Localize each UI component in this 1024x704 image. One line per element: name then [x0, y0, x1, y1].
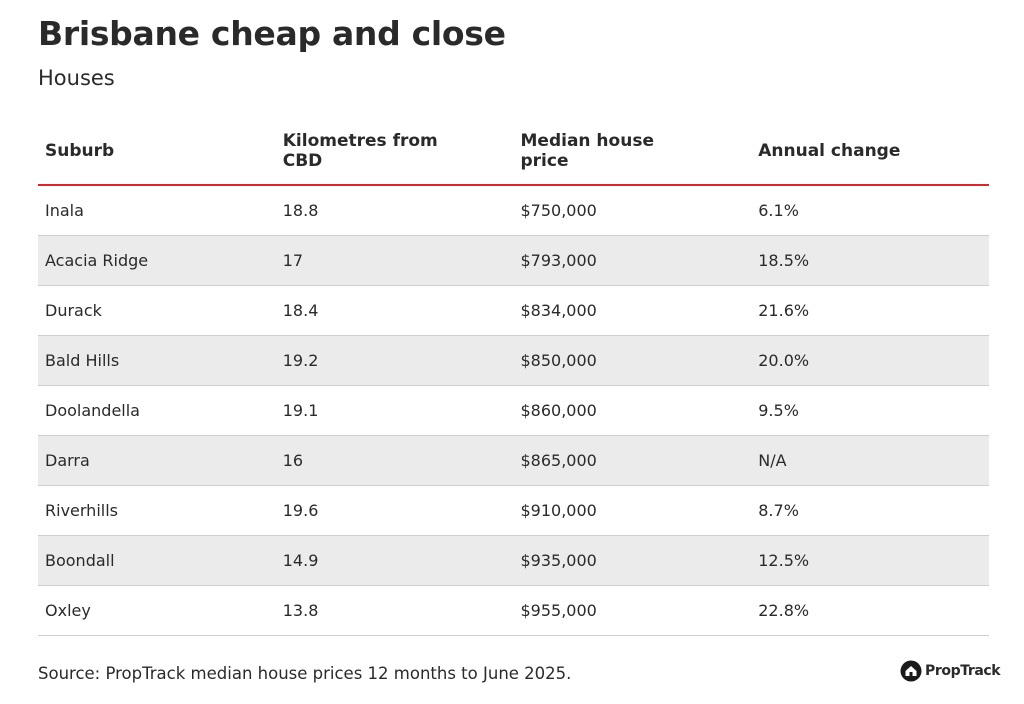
table-cell: $860,000 — [513, 385, 752, 436]
header-row: Suburb Kilometres from CBD Median house pr… — [38, 118, 989, 186]
table-cell: 21.6% — [751, 285, 989, 336]
table-row: Inala 18.8 $750,000 6.1% — [38, 185, 989, 236]
table-cell: Riverhills — [38, 485, 276, 536]
table-cell: 6.1% — [751, 185, 989, 236]
table-cell: 22.8% — [751, 585, 989, 636]
table-row: Darra 16 $865,000 N/A — [38, 435, 989, 486]
table-cell: 17 — [275, 235, 514, 286]
source-note: Source: PropTrack median house prices 12… — [38, 664, 572, 683]
table-cell: 12.5% — [751, 535, 989, 586]
table-row: Boondall 14.9 $935,000 12.5% — [38, 535, 989, 586]
table-row: Oxley 13.8 $955,000 22.8% — [38, 585, 989, 636]
table-cell: $865,000 — [513, 435, 752, 486]
table-cell: Bald Hills — [38, 335, 276, 386]
table-cell: 14.9 — [275, 535, 514, 586]
table-cell: Darra — [38, 435, 276, 486]
table-cell: $955,000 — [513, 585, 752, 636]
column-header: Suburb — [38, 118, 276, 186]
table-cell: $910,000 — [513, 485, 752, 536]
table-cell: 18.5% — [751, 235, 989, 286]
table: Suburb Kilometres from CBD Median house pr… — [38, 118, 989, 636]
table-cell: 8.7% — [751, 485, 989, 536]
table-cell: Durack — [38, 285, 276, 336]
table-cell: $793,000 — [513, 235, 752, 286]
table-cell: Inala — [38, 185, 276, 236]
table-cell: Doolandella — [38, 385, 276, 436]
title: Brisbane cheap and close — [38, 14, 506, 53]
table-cell: Acacia Ridge — [38, 235, 276, 286]
column-header: Kilometres from CBD — [275, 118, 514, 186]
column-header-text: Annual change — [758, 141, 901, 161]
logo-icon — [900, 660, 922, 682]
column-header-text: Kilometres from CBD — [282, 131, 438, 171]
table-cell: 13.8 — [275, 585, 514, 636]
table-row: Bald Hills 19.2 $850,000 20.0% — [38, 335, 989, 386]
column-header-text: Suburb — [45, 141, 115, 161]
table-cell: 19.1 — [275, 385, 514, 436]
table-cell: 19.2 — [275, 335, 514, 386]
table-cell: $834,000 — [513, 285, 752, 336]
column-header: Annual change — [751, 118, 989, 186]
subtitle: Houses — [38, 66, 115, 90]
table-cell: 20.0% — [751, 335, 989, 386]
table-cell: $850,000 — [513, 335, 752, 386]
table-row: Acacia Ridge 17 $793,000 18.5% — [38, 235, 989, 286]
table-row: Doolandella 19.1 $860,000 9.5% — [38, 385, 989, 436]
table-cell: N/A — [751, 435, 989, 486]
table-row: Riverhills 19.6 $910,000 8.7% — [38, 485, 989, 536]
table-cell: 18.4 — [275, 285, 514, 336]
table-cell: $935,000 — [513, 535, 752, 586]
table-cell: 18.8 — [275, 185, 514, 236]
table-cell: 16 — [275, 435, 514, 486]
table-cell: 9.5% — [751, 385, 989, 436]
column-header-text: Median house price — [520, 131, 654, 171]
table-cell: 19.6 — [275, 485, 514, 536]
table-body: Inala 18.8 $750,000 6.1% Acacia Ridge 17 $793,… — [38, 185, 989, 636]
table-cell: $750,000 — [513, 185, 752, 236]
logo-text: PropTrack — [925, 663, 1001, 679]
table-cell: Boondall — [38, 535, 276, 586]
table-cell: Oxley — [38, 585, 276, 636]
logo: PropTrack — [900, 660, 1001, 682]
column-header: Median house price — [513, 118, 752, 186]
table-row: Durack 18.4 $834,000 21.6% — [38, 285, 989, 336]
